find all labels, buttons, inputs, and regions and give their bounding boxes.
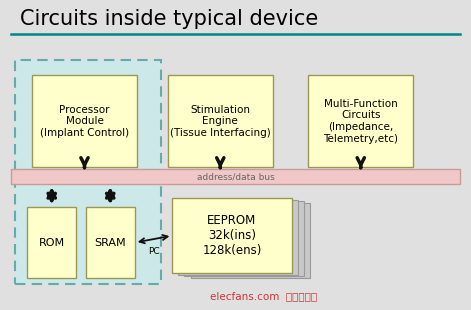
FancyBboxPatch shape — [16, 60, 161, 284]
Text: address/data bus: address/data bus — [196, 172, 275, 181]
FancyBboxPatch shape — [11, 169, 460, 184]
Text: PC: PC — [148, 247, 159, 256]
Text: Multi-Function
Circuits
(Impedance,
Telemetry,etc): Multi-Function Circuits (Impedance, Tele… — [323, 99, 398, 144]
Text: Processor
Module
(Implant Control): Processor Module (Implant Control) — [40, 104, 129, 138]
FancyBboxPatch shape — [185, 201, 304, 277]
Text: EEPROM
32k(ins)
128k(ens): EEPROM 32k(ins) 128k(ens) — [203, 214, 262, 257]
FancyBboxPatch shape — [172, 198, 292, 273]
FancyBboxPatch shape — [308, 75, 414, 167]
Text: elecfans.com  电子烧烧友: elecfans.com 电子烧烧友 — [210, 291, 317, 301]
FancyBboxPatch shape — [32, 75, 137, 167]
Text: Stimulation
Engine
(Tissue Interfacing): Stimulation Engine (Tissue Interfacing) — [170, 104, 271, 138]
FancyBboxPatch shape — [179, 200, 298, 275]
FancyBboxPatch shape — [86, 207, 135, 278]
Text: ROM: ROM — [39, 237, 65, 248]
Text: SRAM: SRAM — [95, 237, 126, 248]
FancyBboxPatch shape — [27, 207, 76, 278]
FancyBboxPatch shape — [168, 75, 273, 167]
FancyBboxPatch shape — [191, 203, 310, 278]
Text: Circuits inside typical device: Circuits inside typical device — [20, 9, 318, 29]
